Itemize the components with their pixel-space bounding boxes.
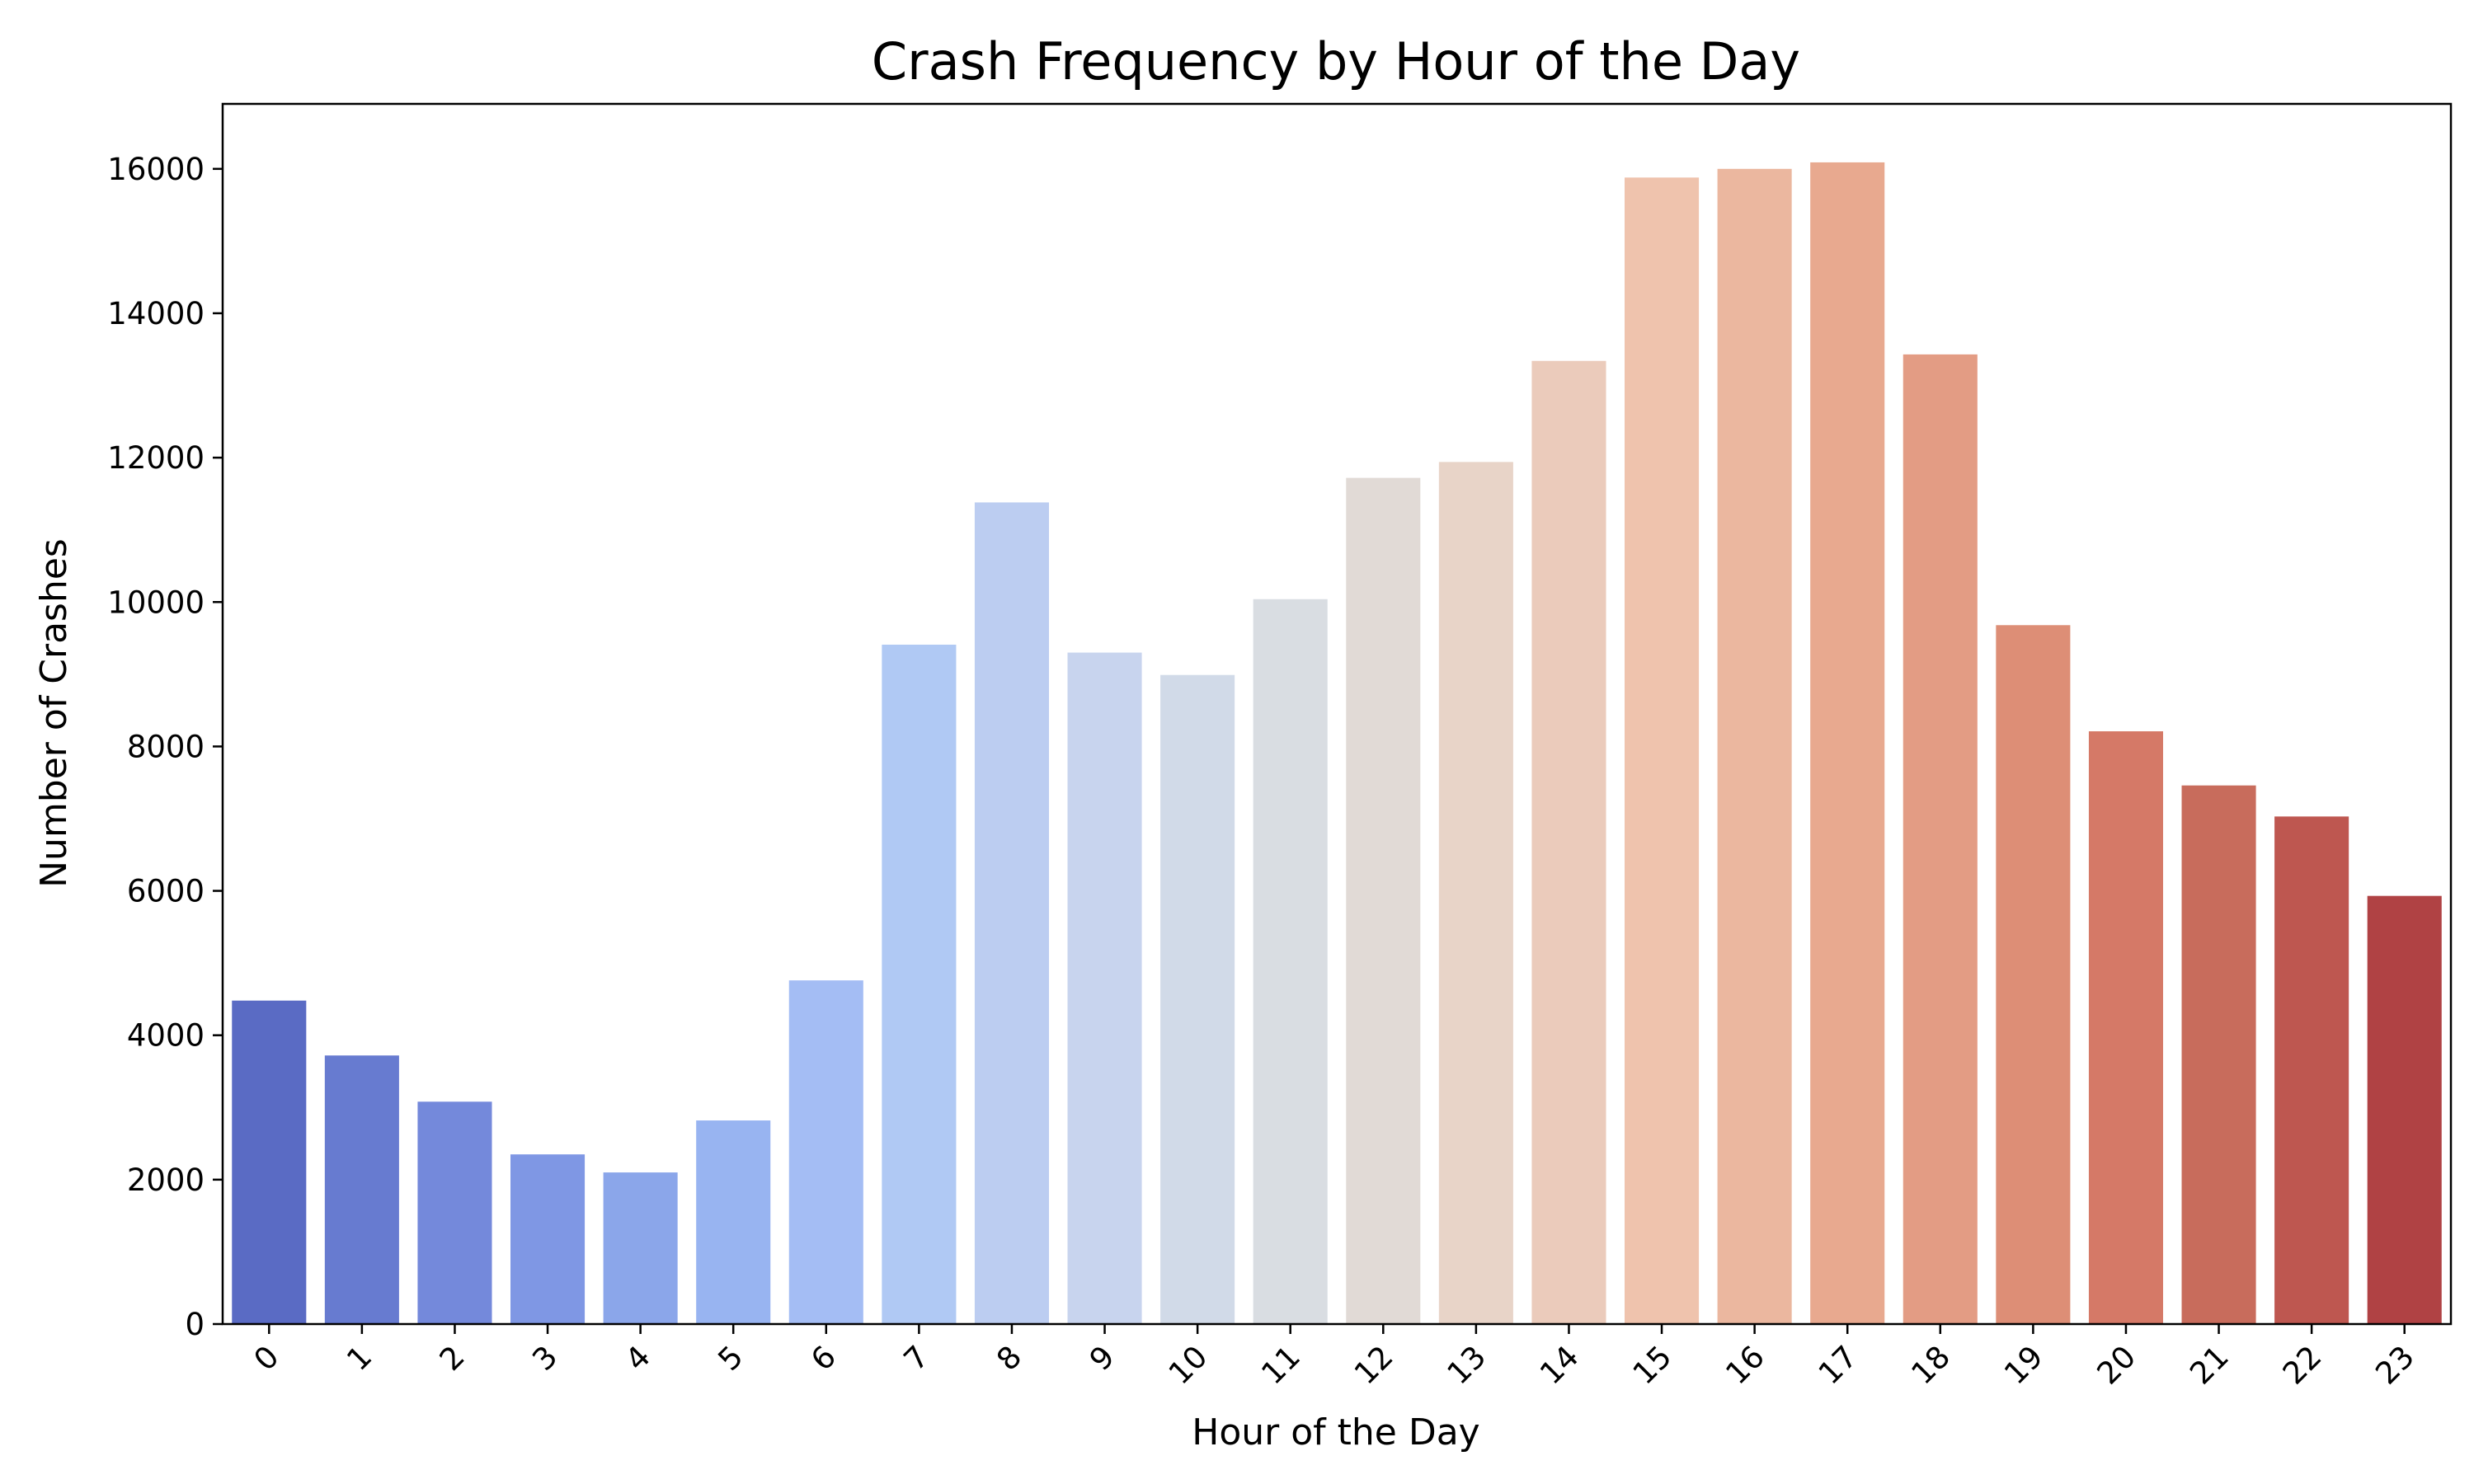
bar-hour-23 [2367,895,2442,1324]
bar-hour-5 [696,1120,771,1324]
x-tick-label: 1 [340,1339,379,1378]
x-tick-label: 9 [1083,1339,1122,1378]
y-axis-label: Number of Crashes [33,538,75,888]
x-tick-label: 6 [804,1339,843,1378]
x-tick-label: 21 [2183,1339,2236,1392]
x-tick-label: 19 [1997,1339,2050,1392]
x-tick-label: 8 [990,1339,1028,1378]
bar-hour-2 [417,1101,492,1324]
bar-hour-18 [1903,354,1978,1325]
y-tick-label: 6000 [127,874,205,909]
chart-title: Crash Frequency by Hour of the Day [872,31,1800,92]
bar-hour-17 [1810,162,1885,1324]
x-tick-label: 5 [712,1339,750,1378]
x-axis: 0 1 2 3 4 5 6 7 8 9 10 11 12 13 14 15 16 17 18 19 20 21 22 23 [247,1324,2421,1392]
bar-hour-13 [1438,462,1513,1324]
x-tick-label: 10 [1162,1339,1215,1392]
y-tick-label: 0 [185,1307,205,1342]
bar-hour-19 [1996,625,2071,1324]
x-tick-label: 15 [1626,1339,1679,1392]
x-tick-label: 0 [247,1339,286,1378]
x-tick-label: 4 [618,1339,657,1378]
y-tick-label: 16000 [107,152,205,187]
bar-hour-14 [1531,360,1606,1324]
bar-hour-1 [324,1055,399,1324]
y-tick-label: 2000 [127,1162,205,1198]
x-tick-label: 13 [1441,1339,1493,1392]
bar-hour-16 [1717,168,1792,1325]
y-tick-label: 12000 [107,440,205,476]
bar-hour-6 [788,980,863,1324]
x-tick-label: 14 [1533,1339,1586,1392]
bars-group [232,162,2442,1325]
bar-hour-10 [1160,674,1235,1324]
y-axis: 0 2000 4000 6000 8000 10000 12000 14000 16000 [107,152,223,1342]
bar-hour-7 [882,644,957,1324]
y-tick-label: 10000 [107,585,205,620]
y-tick-label: 4000 [127,1018,205,1054]
bar-hour-9 [1067,652,1142,1324]
plot-frame [221,102,2453,1326]
x-tick-label: 3 [525,1339,564,1378]
bar-hour-4 [603,1172,678,1324]
bar-hour-20 [2088,731,2163,1324]
x-tick-label: 12 [1348,1339,1400,1392]
bar-hour-0 [232,1000,307,1324]
bar-hour-12 [1346,477,1421,1325]
x-tick-label: 16 [1719,1339,1771,1392]
x-tick-label: 2 [433,1339,472,1378]
x-tick-label: 11 [1254,1339,1307,1392]
x-axis-label: Hour of the Day [1192,1411,1479,1453]
bar-hour-3 [510,1154,586,1324]
bar-hour-15 [1625,177,1700,1324]
x-tick-label: 7 [897,1339,936,1378]
x-tick-label: 17 [1812,1339,1865,1392]
y-tick-label: 8000 [127,729,205,764]
x-tick-label: 20 [2091,1339,2143,1392]
x-tick-label: 18 [1904,1339,1957,1392]
bar-hour-21 [2181,785,2256,1324]
bar-hour-11 [1253,599,1328,1324]
bar-hour-22 [2274,816,2349,1324]
bar-hour-8 [974,502,1049,1324]
x-tick-label: 23 [2368,1339,2421,1392]
x-tick-label: 22 [2276,1339,2329,1392]
y-tick-label: 14000 [107,296,205,331]
